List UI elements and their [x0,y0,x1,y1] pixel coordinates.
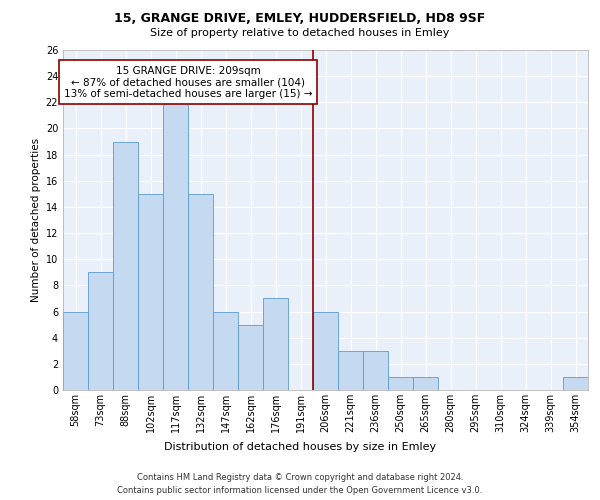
Bar [388,377,413,390]
Y-axis label: Number of detached properties: Number of detached properties [31,138,41,302]
Bar [63,312,88,390]
Text: Contains HM Land Registry data © Crown copyright and database right 2024.
Contai: Contains HM Land Registry data © Crown c… [118,474,482,495]
Text: 15 GRANGE DRIVE: 209sqm
← 87% of detached houses are smaller (104)
13% of semi-d: 15 GRANGE DRIVE: 209sqm ← 87% of detache… [64,66,312,99]
Bar [213,312,238,390]
Bar [263,298,288,390]
Bar [413,377,438,390]
Text: 15, GRANGE DRIVE, EMLEY, HUDDERSFIELD, HD8 9SF: 15, GRANGE DRIVE, EMLEY, HUDDERSFIELD, H… [115,12,485,26]
Bar [188,194,213,390]
Bar [238,324,263,390]
Bar [163,102,188,390]
Bar [88,272,113,390]
Text: Size of property relative to detached houses in Emley: Size of property relative to detached ho… [151,28,449,38]
Bar [563,377,588,390]
Bar [138,194,163,390]
Bar [338,351,363,390]
Bar [363,351,388,390]
Text: Distribution of detached houses by size in Emley: Distribution of detached houses by size … [164,442,436,452]
Bar [113,142,138,390]
Bar [313,312,338,390]
